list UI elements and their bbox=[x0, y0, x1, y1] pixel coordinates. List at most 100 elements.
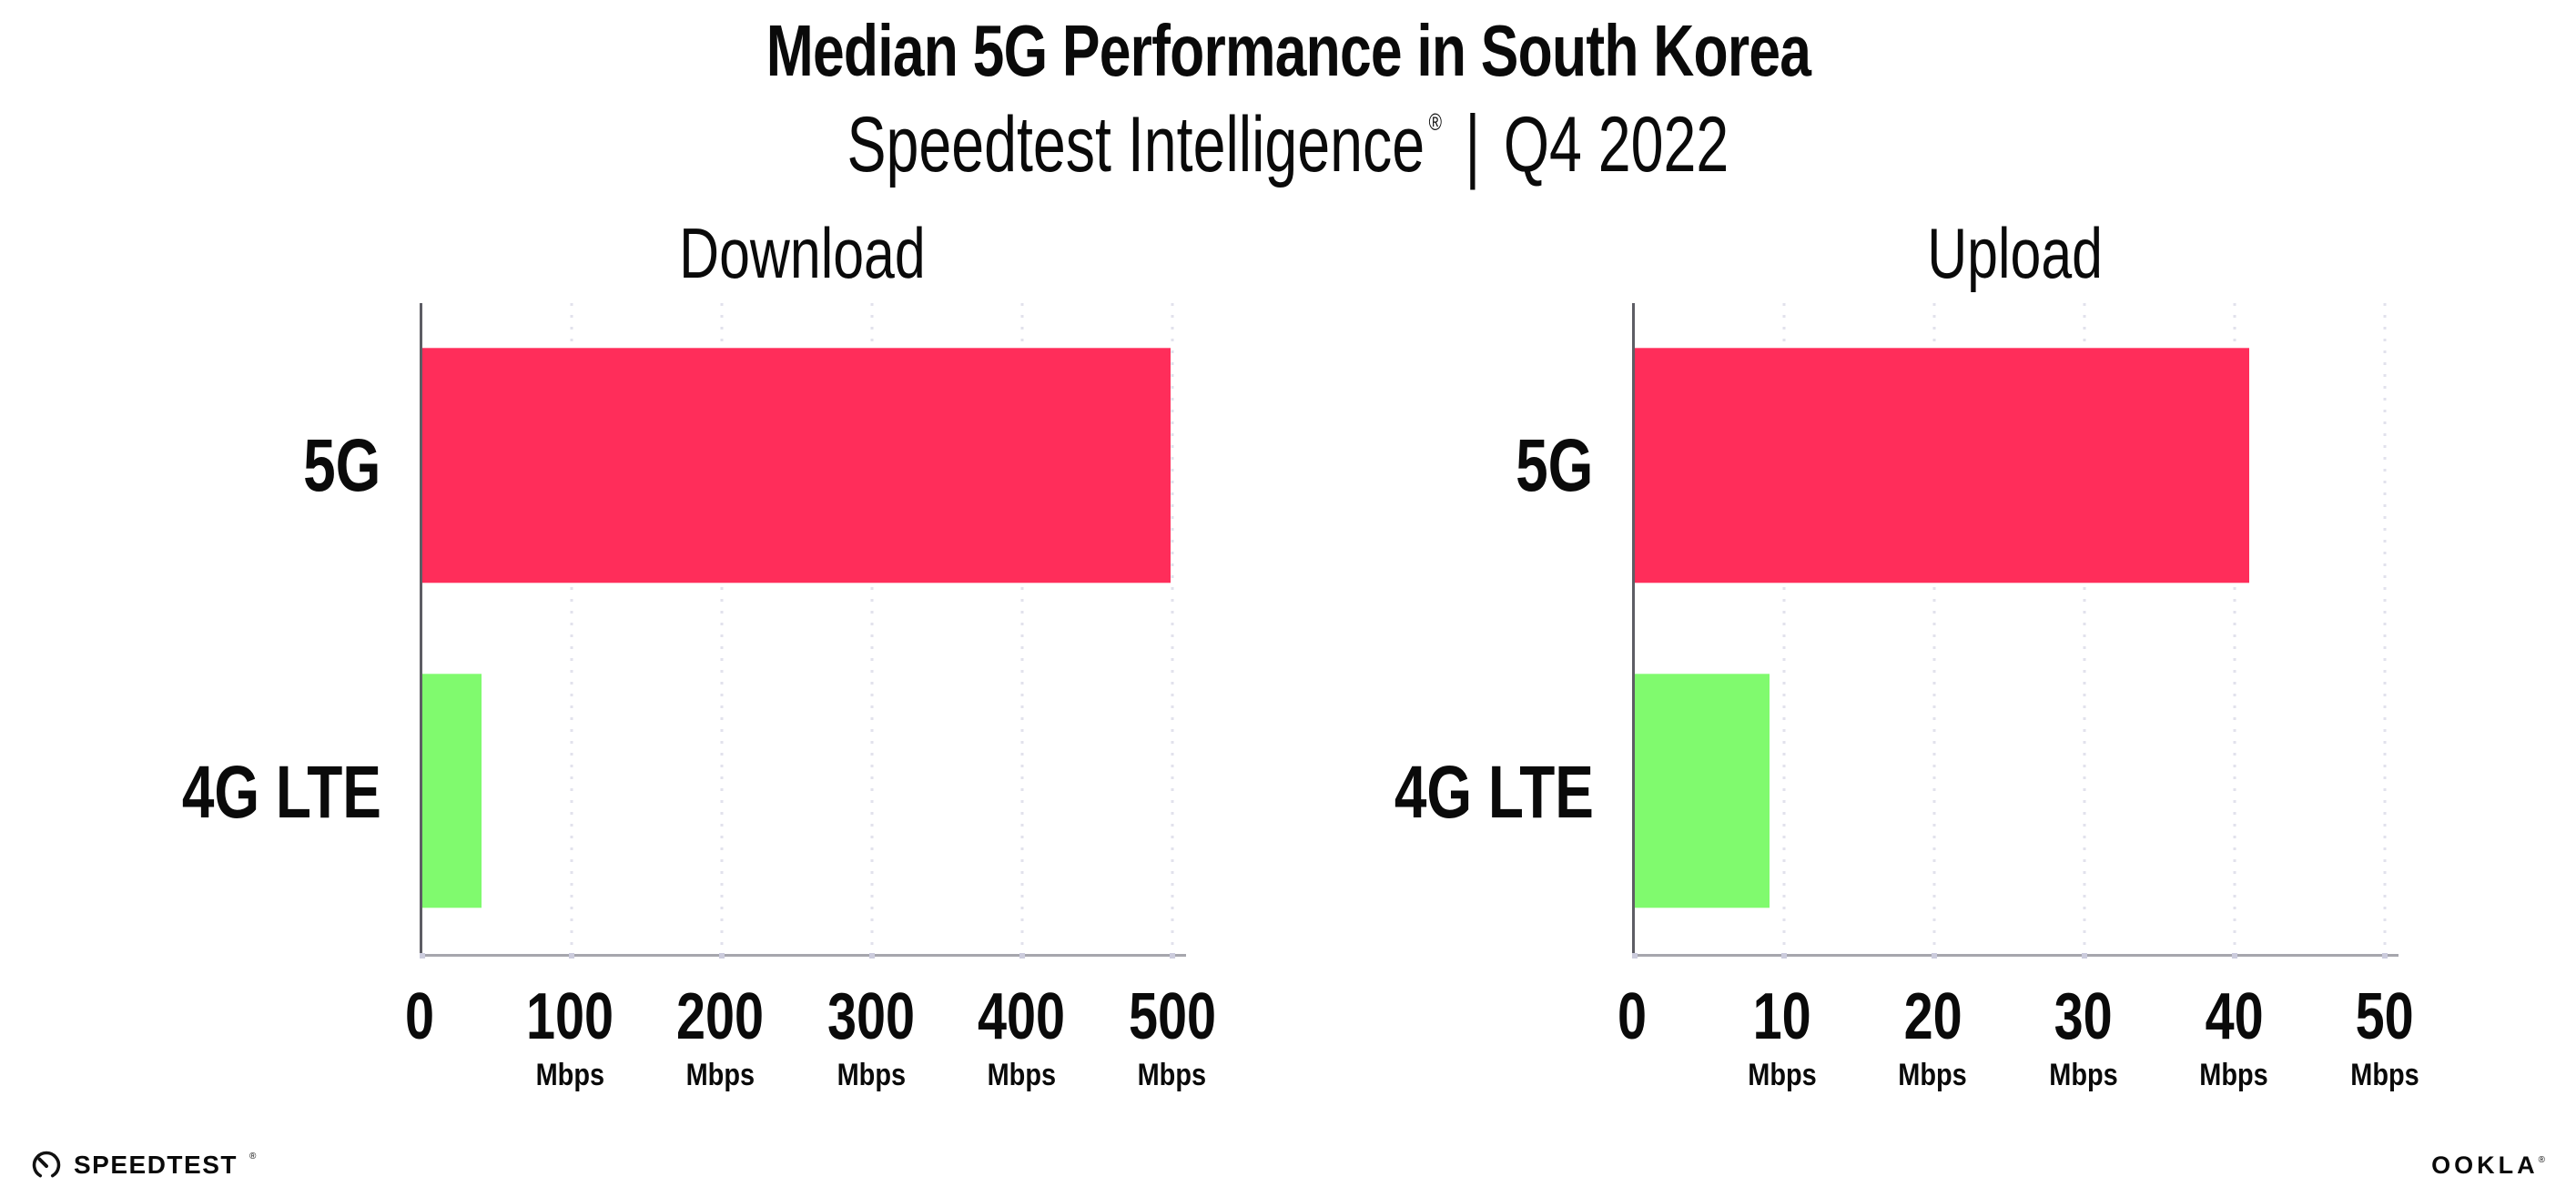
x-tick-value: 100 bbox=[525, 979, 614, 1053]
page-title-text: Median 5G Performance in South Korea bbox=[766, 10, 1810, 91]
x-tick-value: 40 bbox=[2205, 979, 2264, 1053]
x-tick-unit: Mbps bbox=[2350, 1057, 2419, 1092]
ookla-trademark-mark: ® bbox=[2538, 1154, 2545, 1165]
bar-5g bbox=[421, 348, 1171, 583]
gridline-500 bbox=[1171, 302, 1174, 954]
x-tick-value: 300 bbox=[827, 979, 915, 1053]
gridline-10 bbox=[1782, 302, 1786, 954]
category-label-text: 5G bbox=[303, 424, 381, 508]
upload-plot-area bbox=[1631, 302, 2399, 959]
chart-download: Download 5G 4G LTE 0 100 Mbps 200 Mbps 300 Mbps… bbox=[178, 212, 1215, 1111]
gridline-20 bbox=[1932, 302, 1936, 954]
subtitle-period: Q4 2022 bbox=[1503, 101, 1729, 188]
download-x-axis: 0 100 Mbps 200 Mbps 300 Mbps 400 Mbps 500 Mbps bbox=[404, 957, 1215, 1111]
axis-tick-dot bbox=[569, 952, 575, 959]
x-tick-label-20: 20 Mbps bbox=[1892, 984, 1973, 1090]
ookla-logo-text: OOKLA bbox=[2431, 1151, 2539, 1179]
registered-trademark-mark: ® bbox=[1428, 108, 1443, 136]
page-title: Median 5G Performance in South Korea bbox=[0, 13, 2576, 89]
download-plot-area bbox=[419, 302, 1186, 959]
x-tick-unit: Mbps bbox=[1898, 1057, 1968, 1092]
x-tick-unit: Mbps bbox=[2049, 1057, 2118, 1092]
category-label-4g-lte: 4G LTE bbox=[1391, 630, 1632, 957]
x-tick-value: 20 bbox=[1903, 979, 1962, 1053]
gridline-30 bbox=[2083, 302, 2086, 954]
axis-tick-dot bbox=[2381, 952, 2388, 959]
x-tick-unit: Mbps bbox=[685, 1057, 756, 1092]
x-tick-value: 500 bbox=[1128, 979, 1216, 1053]
axis-tick-dot bbox=[2231, 952, 2237, 959]
category-label-5g: 5G bbox=[178, 303, 420, 630]
axis-tick-dot bbox=[869, 952, 876, 959]
category-label-text: 4G LTE bbox=[1394, 751, 1594, 835]
category-label-text: 5G bbox=[1516, 424, 1594, 508]
speedtest-logo: SPEEDTEST ® bbox=[31, 1150, 256, 1181]
x-tick-label-40: 40 Mbps bbox=[2194, 984, 2275, 1090]
bar-4g-lte bbox=[421, 674, 482, 908]
x-tick-label-200: 200 Mbps bbox=[665, 984, 775, 1090]
x-tick-unit: Mbps bbox=[2199, 1057, 2269, 1092]
bar-band-5g bbox=[421, 303, 1186, 629]
x-tick-value: 10 bbox=[1752, 979, 1811, 1053]
axis-tick-dot bbox=[1781, 952, 1788, 959]
bar-band-4g-lte bbox=[1634, 628, 2399, 954]
x-tick-label-0: 0 bbox=[401, 984, 437, 1050]
speedtest-logo-text: SPEEDTEST bbox=[74, 1151, 238, 1179]
bar-4g-lte bbox=[1634, 674, 1770, 908]
download-chart-title: Download bbox=[679, 212, 926, 293]
speedtest-trademark-mark: ® bbox=[248, 1151, 257, 1161]
charts-row: Download 5G 4G LTE 0 100 Mbps 200 Mbps 300 Mbps… bbox=[0, 212, 2576, 1111]
x-tick-unit: Mbps bbox=[535, 1057, 604, 1092]
gridline-200 bbox=[720, 302, 724, 954]
x-tick-unit: Mbps bbox=[1138, 1057, 1207, 1092]
header: Median 5G Performance in South Korea Spe… bbox=[0, 0, 2576, 191]
axis-tick-dot bbox=[1631, 952, 1638, 959]
chart-upload: Upload 5G 4G LTE 0 10 Mbps 20 Mbps 30 Mbps 40 Mbp… bbox=[1391, 212, 2419, 1111]
x-tick-label-300: 300 Mbps bbox=[816, 984, 926, 1090]
x-tick-label-30: 30 Mbps bbox=[2043, 984, 2124, 1090]
x-tick-unit: Mbps bbox=[987, 1057, 1057, 1092]
category-label-5g: 5G bbox=[1391, 303, 1632, 630]
category-label-text: 4G LTE bbox=[181, 751, 381, 835]
gridline-100 bbox=[570, 302, 573, 954]
bar-band-5g bbox=[1634, 303, 2399, 629]
x-tick-label-0: 0 bbox=[1613, 984, 1649, 1050]
gridline-300 bbox=[870, 302, 874, 954]
x-tick-label-400: 400 Mbps bbox=[967, 984, 1076, 1090]
bar-5g bbox=[1634, 348, 2250, 583]
axis-tick-dot bbox=[2082, 952, 2088, 959]
gridline-400 bbox=[1020, 302, 1024, 954]
subtitle-brand: Speedtest Intelligence bbox=[847, 101, 1425, 188]
category-label-4g-lte: 4G LTE bbox=[178, 630, 420, 957]
axis-tick-dot bbox=[1932, 952, 1938, 959]
subtitle-separator: | bbox=[1465, 98, 1481, 191]
axis-tick-dot bbox=[419, 952, 425, 959]
x-tick-unit: Mbps bbox=[1748, 1057, 1817, 1092]
page-subtitle: Speedtest Intelligence ® | Q4 2022 bbox=[0, 98, 2576, 191]
axis-tick-dot bbox=[1169, 952, 1175, 959]
gridline-40 bbox=[2233, 302, 2236, 954]
x-tick-value: 50 bbox=[2355, 979, 2414, 1053]
bar-band-4g-lte bbox=[421, 628, 1186, 954]
x-tick-value: 0 bbox=[404, 979, 434, 1053]
upload-x-axis: 0 10 Mbps 20 Mbps 30 Mbps 40 Mbps 50 Mbps bbox=[1617, 957, 2419, 1111]
x-tick-value: 30 bbox=[2054, 979, 2113, 1053]
x-tick-label-100: 100 Mbps bbox=[515, 984, 624, 1090]
ookla-logo: OOKLA ® bbox=[2431, 1151, 2545, 1179]
x-tick-value: 400 bbox=[978, 979, 1066, 1053]
speedtest-gauge-icon bbox=[32, 1151, 61, 1178]
x-tick-label-10: 10 Mbps bbox=[1742, 984, 1823, 1090]
footer: SPEEDTEST ® OOKLA ® bbox=[0, 1150, 2576, 1181]
download-category-labels: 5G 4G LTE bbox=[178, 303, 420, 957]
axis-tick-dot bbox=[719, 952, 725, 959]
upload-category-labels: 5G 4G LTE bbox=[1391, 303, 1632, 957]
upload-chart-title: Upload bbox=[1927, 212, 2103, 293]
gridline-50 bbox=[2383, 302, 2387, 954]
axis-tick-dot bbox=[1019, 952, 1025, 959]
x-tick-label-500: 500 Mbps bbox=[1118, 984, 1227, 1090]
x-tick-value: 200 bbox=[676, 979, 765, 1053]
x-tick-unit: Mbps bbox=[837, 1057, 906, 1092]
x-tick-label-50: 50 Mbps bbox=[2344, 984, 2425, 1090]
x-tick-value: 0 bbox=[1617, 979, 1647, 1053]
